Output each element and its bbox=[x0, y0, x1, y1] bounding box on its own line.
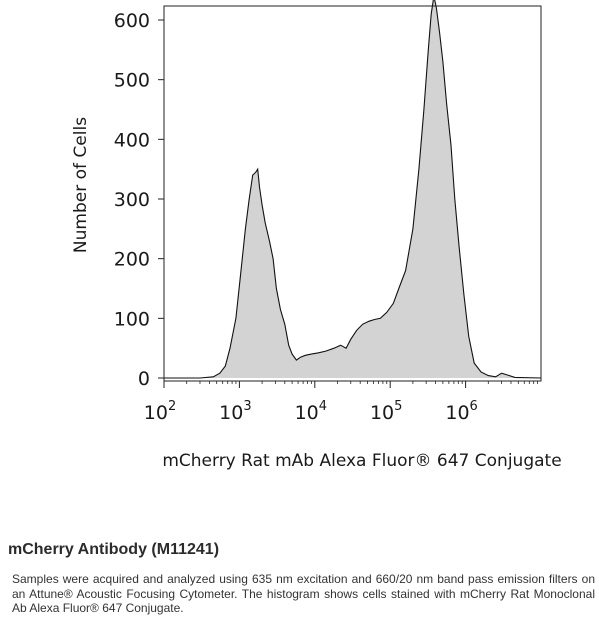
x-tick-label: 103 bbox=[219, 399, 251, 424]
figure-caption-title: mCherry Antibody (M11241) bbox=[8, 541, 220, 558]
y-tick-label: 400 bbox=[114, 129, 150, 151]
y-tick-label: 100 bbox=[114, 308, 150, 330]
x-tick-label: 105 bbox=[370, 399, 402, 424]
x-tick-label: 104 bbox=[295, 399, 327, 424]
x-tick-label: 106 bbox=[445, 399, 477, 424]
y-tick-label: 500 bbox=[114, 70, 150, 92]
histogram-outline bbox=[164, 0, 542, 379]
histogram-chart: 0 100 200 300 400 500 600 102 103 104 105 106 Numbe… bbox=[71, 0, 562, 471]
y-tick-label: 600 bbox=[114, 10, 150, 32]
y-tick-label: 0 bbox=[138, 368, 150, 390]
y-tick-label: 200 bbox=[114, 249, 150, 271]
x-axis-label: mCherry Rat mAb Alexa Fluor® 647 Conjuga… bbox=[162, 451, 561, 471]
histogram-area bbox=[164, 0, 541, 378]
y-axis-label: Number of Cells bbox=[71, 117, 91, 253]
y-tick-label: 300 bbox=[114, 189, 150, 211]
figure-caption-text: Samples were acquired and analyzed using… bbox=[12, 572, 595, 615]
histogram-figure: 0 100 200 300 400 500 600 102 103 104 105 106 Numbe… bbox=[71, 0, 562, 471]
x-tick-label: 102 bbox=[144, 399, 176, 424]
plot-frame bbox=[163, 5, 542, 382]
